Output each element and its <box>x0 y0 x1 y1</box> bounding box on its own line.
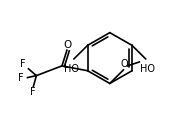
Text: O: O <box>64 40 72 50</box>
Text: HO: HO <box>64 64 79 74</box>
Text: F: F <box>20 59 25 69</box>
Text: F: F <box>18 73 23 83</box>
Text: F: F <box>30 87 35 97</box>
Text: HO: HO <box>140 64 155 74</box>
Text: O: O <box>121 59 128 69</box>
